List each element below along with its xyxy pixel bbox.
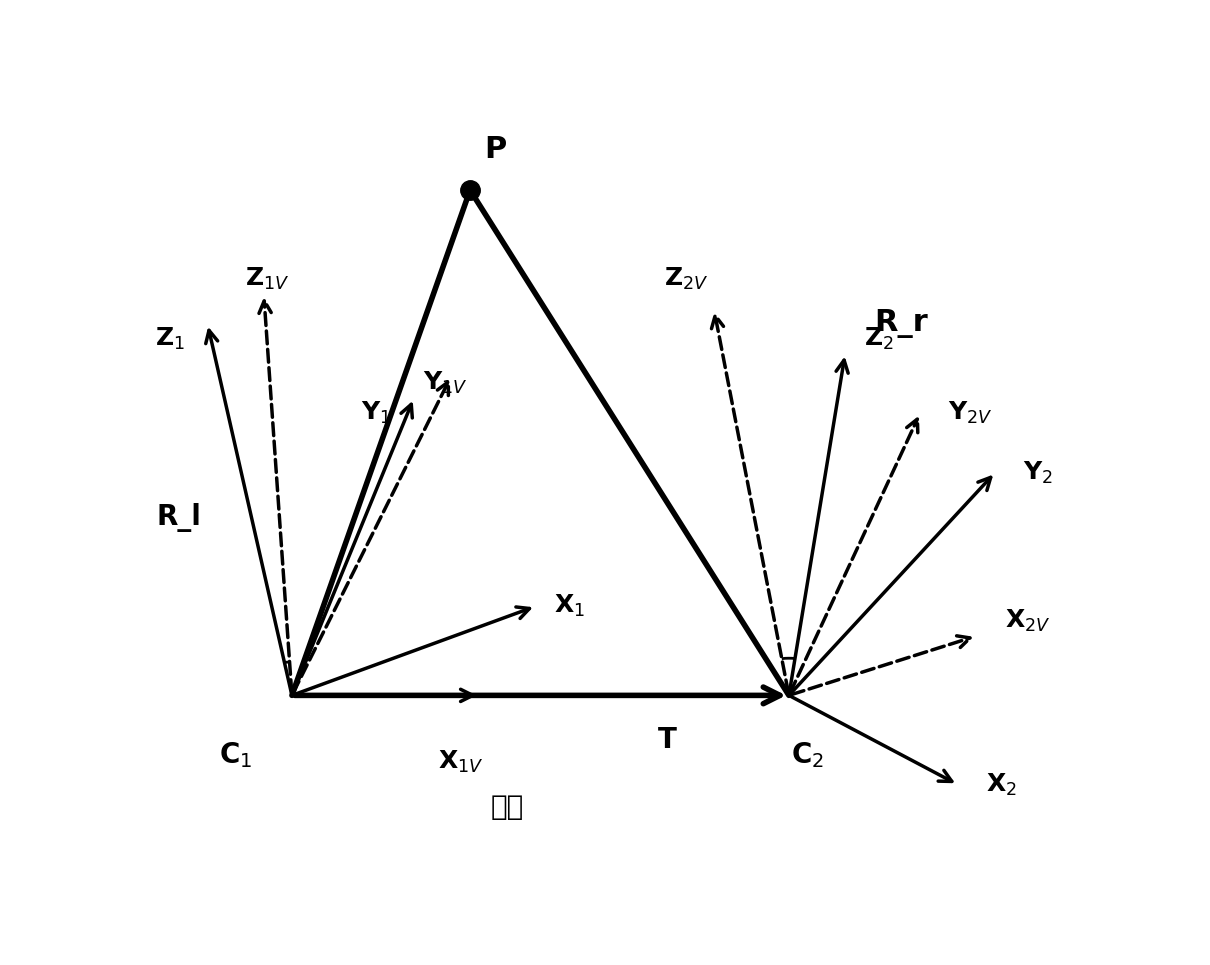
Text: P: P xyxy=(484,135,507,164)
Text: X$_1$: X$_1$ xyxy=(554,593,586,620)
Text: Y$_{2V}$: Y$_{2V}$ xyxy=(949,400,993,427)
Text: Z$_1$: Z$_1$ xyxy=(155,325,185,352)
Text: C$_1$: C$_1$ xyxy=(219,740,252,770)
Text: Y$_2$: Y$_2$ xyxy=(1024,459,1053,485)
Text: X$_2$: X$_2$ xyxy=(986,771,1016,798)
Text: Y$_{1V}$: Y$_{1V}$ xyxy=(424,371,468,397)
Text: Z$_{2V}$: Z$_{2V}$ xyxy=(663,266,708,292)
Text: R_r: R_r xyxy=(875,310,928,339)
Text: X$_{1V}$: X$_{1V}$ xyxy=(438,749,484,775)
Text: T: T xyxy=(657,726,676,754)
Text: X$_{2V}$: X$_{2V}$ xyxy=(1004,608,1050,634)
Text: C$_2$: C$_2$ xyxy=(791,740,824,770)
Text: R_l: R_l xyxy=(157,503,202,532)
Text: 基线: 基线 xyxy=(491,793,524,821)
Text: Z$_{1V}$: Z$_{1V}$ xyxy=(244,266,289,292)
Text: Z$_2$: Z$_2$ xyxy=(864,325,894,352)
Text: Y$_1$: Y$_1$ xyxy=(362,400,391,427)
